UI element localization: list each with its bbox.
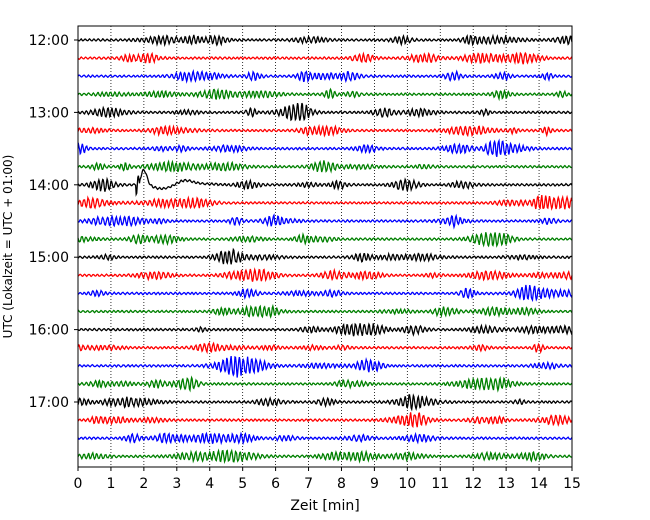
x-tick-label: 2 [139, 476, 148, 492]
y-axis: 12:00 13:00 14:00 15:00 16:00 17:00 [29, 33, 78, 411]
x-tick-label: 1 [106, 476, 115, 492]
trace-line [77, 123, 573, 138]
trace-line [77, 247, 573, 265]
x-tick-label: 8 [337, 476, 346, 492]
x-tick-label: 4 [205, 476, 214, 492]
trace-line [77, 51, 573, 65]
trace-line [77, 33, 573, 48]
trace-line [77, 138, 573, 158]
x-tick-label: 6 [271, 476, 280, 492]
x-tick-label: 11 [431, 476, 449, 492]
trace-group [77, 33, 573, 464]
x-tick-label: 9 [370, 476, 379, 492]
x-tick-label: 14 [530, 476, 548, 492]
x-tick-label: 12 [464, 476, 482, 492]
y-tick-label: 13:00 [29, 105, 69, 121]
trace-line [77, 322, 573, 337]
x-axis-title: Zeit [min] [290, 498, 359, 514]
x-tick-label: 0 [74, 476, 83, 492]
trace-line [77, 102, 573, 122]
trace-line [77, 412, 573, 429]
y-tick-label: 12:00 [29, 33, 69, 49]
x-tick-label: 7 [304, 476, 313, 492]
trace-line [77, 448, 573, 464]
trace-line [77, 284, 573, 303]
y-tick-label: 14:00 [29, 178, 69, 194]
x-tick-label: 15 [563, 476, 581, 492]
trace-line [77, 356, 573, 378]
y-tick-label: 15:00 [29, 250, 69, 266]
y-tick-label: 17:00 [29, 395, 69, 411]
x-tick-label: 13 [497, 476, 515, 492]
trace-line [77, 232, 573, 248]
trace-line [77, 68, 573, 84]
trace-line [77, 341, 573, 355]
trace-line [77, 159, 573, 174]
y-axis-title: UTC (Lokalzeit = UTC + 01:00) [1, 155, 15, 339]
plot-frame [77, 25, 573, 468]
x-axis: 0 1 2 3 4 5 6 7 8 9 10 11 12 13 14 15 [74, 467, 581, 492]
trace-line [77, 303, 573, 319]
x-tick-label: 10 [398, 476, 416, 492]
trace-line [77, 194, 573, 211]
trace-line [77, 375, 573, 393]
trace-line [77, 431, 573, 446]
trace-line [77, 267, 573, 283]
y-tick-label: 16:00 [29, 323, 69, 339]
x-tick-label: 3 [172, 476, 181, 492]
trace-line [77, 87, 573, 102]
trace-line [77, 213, 573, 230]
trace-line [77, 393, 573, 412]
trace-line [77, 168, 573, 197]
x-tick-label: 5 [238, 476, 247, 492]
